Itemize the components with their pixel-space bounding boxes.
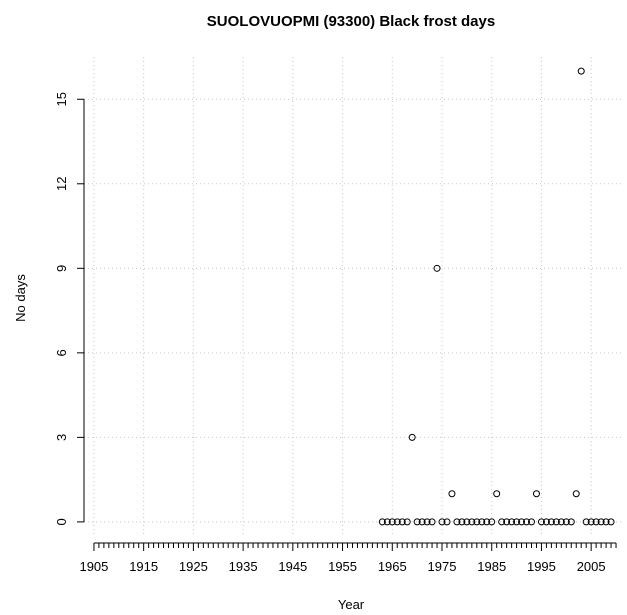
y-tick-label-9: 9 [54, 265, 69, 272]
data-point-1976 [443, 518, 451, 526]
x-tick-label-1935: 1935 [229, 559, 258, 574]
data-point-1985 [488, 518, 496, 526]
data-point-1993 [528, 518, 535, 526]
data-point-1963 [378, 518, 386, 526]
chart-title: SUOLOVUOPMI (93300) Black frost days [207, 13, 495, 30]
data-point-2005 [587, 518, 595, 526]
x-tick-label-1955: 1955 [328, 559, 357, 574]
x-axis-label: Year [338, 597, 365, 612]
data-point-1974 [433, 264, 441, 272]
data-point-1973 [428, 518, 436, 526]
x-tick-label-1945: 1945 [278, 559, 307, 574]
data-point-1969 [408, 433, 416, 441]
data-point-1991 [518, 518, 526, 526]
data-point-1995 [537, 518, 545, 526]
grid-layer [84, 57, 621, 536]
data-point-1989 [508, 518, 516, 526]
data-point-1966 [393, 518, 401, 526]
data-point-1992 [523, 518, 531, 526]
data-point-1977 [448, 490, 456, 498]
data-point-2000 [562, 518, 570, 526]
data-point-2004 [582, 518, 590, 526]
data-point-1994 [532, 490, 540, 498]
data-point-2007 [597, 518, 605, 526]
data-point-1978 [453, 518, 461, 526]
data-point-1997 [547, 518, 555, 526]
data-point-1986 [493, 490, 501, 498]
data-point-1980 [463, 518, 471, 526]
x-tick-label-1995: 1995 [527, 559, 556, 574]
data-point-2003 [577, 67, 585, 75]
axes-layer: 1905 1915 1925 1935 1945 1955 1965 1975 1985 1995… [54, 92, 617, 574]
data-point-2009 [607, 518, 615, 526]
data-point-1983 [478, 518, 486, 526]
data-point-1965 [388, 518, 396, 526]
data-point-1967 [398, 518, 406, 526]
data-point-2008 [602, 518, 610, 526]
data-point-2006 [592, 518, 600, 526]
x-tick-label-1925: 1925 [179, 559, 208, 574]
data-point-1982 [473, 518, 481, 526]
y-tick-label-0: 0 [54, 518, 69, 525]
x-tick-label-2005: 2005 [577, 559, 606, 574]
data-point-2002 [572, 490, 580, 498]
data-point-1998 [552, 518, 560, 526]
data-point-1990 [513, 518, 521, 526]
y-tick-label-6: 6 [54, 349, 69, 356]
y-tick-label-3: 3 [54, 434, 69, 441]
data-point-1979 [458, 518, 466, 526]
x-tick-label-1965: 1965 [378, 559, 407, 574]
x-tick-label-1975: 1975 [428, 559, 457, 574]
data-point-1987 [498, 518, 506, 526]
data-point-1968 [403, 518, 411, 526]
data-point-1981 [468, 518, 476, 526]
data-point-1970 [413, 518, 421, 526]
data-point-2001 [567, 518, 575, 526]
y-tick-label-12: 12 [54, 177, 69, 191]
x-tick-label-1905: 1905 [79, 559, 108, 574]
data-point-1971 [418, 518, 426, 526]
data-point-1972 [423, 518, 431, 526]
data-point-1999 [557, 518, 565, 526]
data-point-1975 [438, 518, 446, 526]
points-layer [378, 67, 615, 526]
x-tick-label-1985: 1985 [477, 559, 506, 574]
data-point-1996 [542, 518, 550, 526]
data-point-1988 [503, 518, 511, 526]
y-tick-label-15: 15 [54, 92, 69, 106]
x-tick-label-1915: 1915 [129, 559, 158, 574]
data-point-1964 [383, 518, 391, 526]
data-point-1984 [483, 518, 491, 526]
y-axis-label: No days [13, 274, 28, 322]
